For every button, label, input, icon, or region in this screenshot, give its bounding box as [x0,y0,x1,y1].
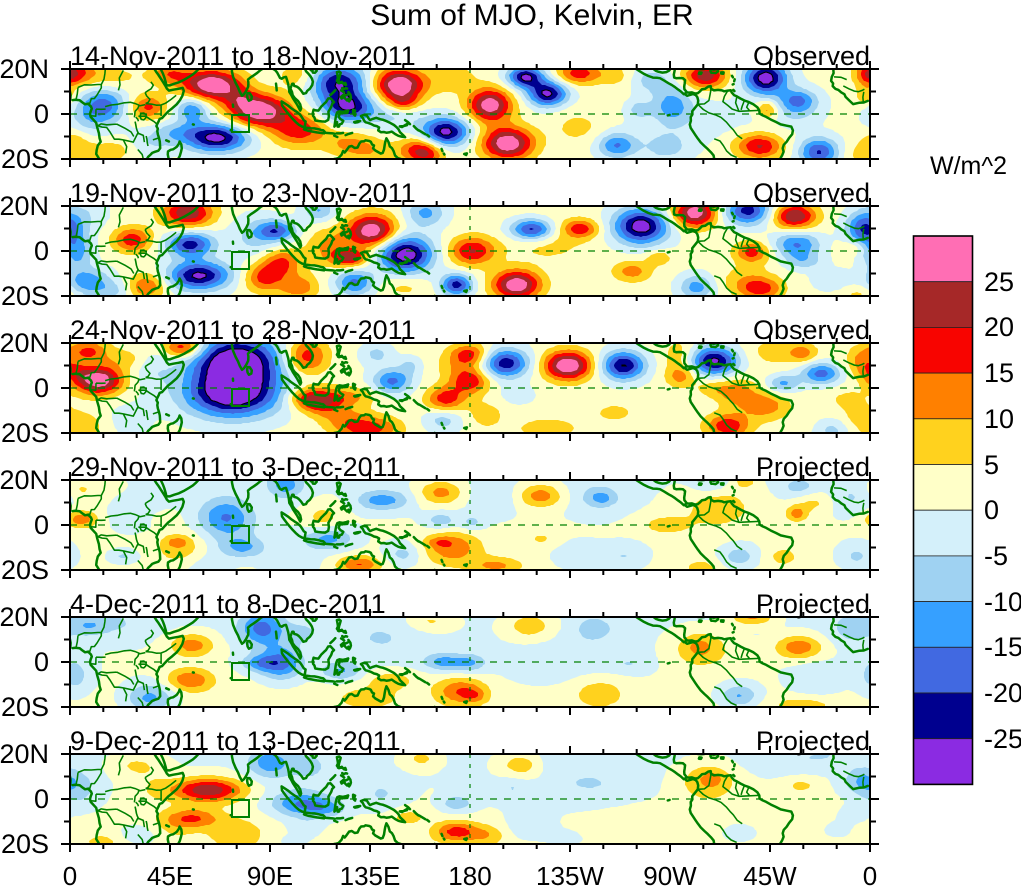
svg-text:20S: 20S [1,418,49,448]
svg-text:25: 25 [984,267,1014,297]
svg-text:0: 0 [984,495,999,525]
svg-text:Projected: Projected [756,452,870,482]
svg-text:0: 0 [34,510,49,540]
svg-text:135E: 135E [340,861,401,889]
svg-text:90W: 90W [643,861,697,889]
svg-text:0: 0 [34,236,49,266]
svg-text:20N: 20N [0,602,49,632]
svg-text:29-Nov-2011 to 3-Dec-2011: 29-Nov-2011 to 3-Dec-2011 [70,452,401,482]
svg-text:Projected: Projected [756,726,870,756]
svg-text:20N: 20N [0,54,49,84]
svg-text:5: 5 [984,450,999,480]
svg-text:180: 180 [448,861,491,889]
svg-text:20N: 20N [0,191,49,221]
svg-text:10: 10 [984,404,1014,434]
svg-text:20S: 20S [1,555,49,585]
svg-text:19-Nov-2011 to 23-Nov-2011: 19-Nov-2011 to 23-Nov-2011 [70,178,416,208]
svg-text:20N: 20N [0,328,49,358]
svg-text:20S: 20S [1,281,49,311]
svg-text:W/m^2: W/m^2 [930,152,1007,180]
svg-text:135W: 135W [536,861,604,889]
svg-text:0: 0 [34,784,49,814]
svg-text:0: 0 [863,861,877,889]
svg-text:9-Dec-2011 to 13-Dec-2011: 9-Dec-2011 to 13-Dec-2011 [70,726,401,756]
svg-text:Observed: Observed [753,41,870,71]
svg-text:4-Dec-2011 to 8-Dec-2011: 4-Dec-2011 to 8-Dec-2011 [70,589,386,619]
svg-text:0: 0 [34,373,49,403]
svg-text:90E: 90E [247,861,293,889]
svg-text:20N: 20N [0,739,49,769]
svg-text:24-Nov-2011 to 28-Nov-2011: 24-Nov-2011 to 28-Nov-2011 [70,315,416,345]
svg-text:Observed: Observed [753,178,870,208]
svg-text:20S: 20S [1,829,49,859]
svg-text:-25: -25 [984,724,1021,754]
svg-text:0: 0 [63,861,77,889]
svg-text:Projected: Projected [756,589,870,619]
svg-text:-10: -10 [984,587,1021,617]
svg-text:45E: 45E [147,861,193,889]
svg-text:20S: 20S [1,144,49,174]
svg-text:0: 0 [34,99,49,129]
svg-text:Observed: Observed [753,315,870,345]
svg-text:Sum of MJO, Kelvin, ER: Sum of MJO, Kelvin, ER [370,0,693,32]
svg-text:45W: 45W [743,861,797,889]
svg-text:20S: 20S [1,692,49,722]
svg-text:20: 20 [984,312,1014,342]
svg-text:-5: -5 [984,541,1008,571]
svg-text:0: 0 [34,647,49,677]
svg-text:-20: -20 [984,678,1021,708]
svg-text:-15: -15 [984,632,1021,662]
svg-text:20N: 20N [0,465,49,495]
svg-text:14-Nov-2011 to 18-Nov-2011: 14-Nov-2011 to 18-Nov-2011 [70,41,416,71]
svg-text:15: 15 [984,358,1014,388]
